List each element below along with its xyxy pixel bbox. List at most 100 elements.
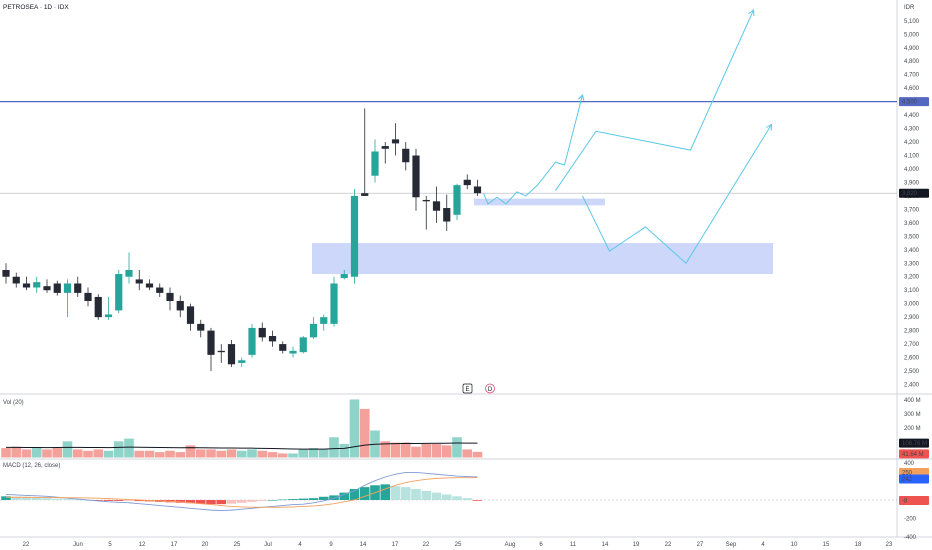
candle-body — [381, 146, 389, 149]
time-tick-label: 22 — [423, 542, 430, 548]
macd-histogram-bar — [226, 500, 237, 504]
volume-pane-label: Vol (20) — [3, 400, 24, 406]
candle-body — [197, 323, 205, 331]
candle-body — [145, 283, 154, 288]
volume-bar — [154, 452, 165, 458]
time-tick-label: 27 — [697, 542, 704, 548]
macd-histogram-bar — [277, 499, 288, 501]
price-tick-label: 2,900 — [904, 315, 920, 321]
candle-body — [361, 193, 369, 196]
demand-zones — [312, 198, 773, 275]
last-price-label: 3,820 — [902, 191, 918, 197]
volume-bars — [1, 399, 483, 458]
volume-bar — [349, 399, 360, 458]
price-tick-label: 3,100 — [904, 288, 920, 294]
candle-body — [22, 283, 31, 288]
earnings-marker[interactable]: E — [462, 383, 473, 394]
candle-body — [391, 139, 400, 144]
candle-body — [432, 201, 441, 211]
volume-bar — [318, 449, 329, 458]
dividend-marker[interactable]: D — [485, 383, 495, 394]
candle-body — [330, 283, 338, 324]
projection-paths — [483, 9, 773, 265]
macd-histogram-bar — [318, 496, 329, 500]
macd-histogram-bar — [236, 500, 247, 503]
volume-bar — [339, 444, 350, 458]
price-tick-label: 4,300 — [904, 127, 920, 133]
candle-body — [309, 323, 318, 338]
signal-value-label-bg — [899, 474, 929, 484]
time-tick-label: 18 — [855, 542, 862, 548]
macd-histogram-bar — [267, 500, 278, 501]
candle-body — [135, 279, 143, 284]
candle-body — [217, 350, 225, 353]
macd-line — [5, 471, 478, 512]
macd-histogram-bar — [339, 492, 350, 500]
candle-body — [320, 317, 328, 324]
price-tick-label: 4,200 — [904, 140, 920, 146]
currency-label: IDR — [904, 5, 915, 11]
time-tick-label: 14 — [360, 542, 367, 548]
candle-body — [289, 350, 297, 354]
candle-body — [238, 360, 246, 363]
price-tick-label: 3,400 — [904, 248, 920, 254]
volume-last-label-bg — [899, 449, 929, 459]
volume-bar — [42, 449, 52, 458]
volume-bar — [267, 452, 278, 458]
volume-bar — [288, 453, 298, 458]
candle-body — [74, 283, 82, 293]
candle-body — [84, 292, 92, 301]
price-tick-label: 2,400 — [904, 383, 920, 389]
candle-body — [156, 287, 164, 293]
time-tick-label: Jun — [73, 542, 83, 548]
macd-histogram-bar — [1, 496, 11, 500]
volume-bar — [144, 450, 155, 458]
time-tick-label: 25 — [455, 542, 462, 548]
price-tick-label: 4,000 — [904, 167, 920, 173]
time-tick-label: 23 — [886, 542, 893, 548]
earnings-marker-label: E — [465, 387, 469, 393]
volume-bar — [72, 449, 83, 458]
volume-bar — [472, 451, 483, 458]
candle-body — [443, 208, 451, 222]
volume-bar — [308, 448, 319, 458]
candle-body — [268, 336, 277, 342]
volume-bar — [431, 444, 442, 458]
volume-bar — [124, 438, 134, 458]
time-tick-label: 25 — [234, 542, 241, 548]
macd-pane-label: MACD (12, 26, close) — [3, 463, 60, 469]
projection-arrowhead — [748, 9, 755, 17]
candle-body — [340, 274, 348, 279]
macd-histogram-bar — [216, 500, 227, 505]
volume-bar — [247, 449, 257, 458]
candle-body — [412, 155, 420, 198]
macd-histogram-bar — [390, 486, 401, 500]
macd-histogram-bar — [11, 496, 22, 500]
price-tick-label: 3,600 — [904, 221, 920, 227]
volume-bar — [411, 446, 421, 458]
candle-body — [422, 199, 430, 202]
time-tick-label: 17 — [392, 542, 399, 548]
price-tick-label: 2,800 — [904, 329, 920, 335]
candle-body — [115, 274, 123, 311]
candle-body — [63, 283, 72, 293]
volume-bar — [103, 450, 114, 458]
macd-histogram-bar — [124, 500, 134, 501]
macd-histogram-bar — [421, 490, 432, 500]
volume-bar — [390, 442, 401, 458]
price-tick-label: 4,700 — [904, 73, 920, 79]
macd-histogram-bar — [72, 499, 83, 501]
signal-line — [6, 477, 478, 508]
candle-body — [463, 179, 471, 186]
macd-histogram-bar — [411, 488, 421, 500]
macd-histogram-bar — [452, 496, 462, 500]
candle-body — [473, 186, 482, 194]
volume-bar — [134, 450, 145, 458]
volume-bar — [175, 452, 186, 458]
time-tick-label: 22 — [665, 542, 672, 548]
volume-bar — [185, 445, 196, 458]
candle-body — [453, 185, 461, 215]
macd-histogram-bar — [195, 500, 206, 504]
